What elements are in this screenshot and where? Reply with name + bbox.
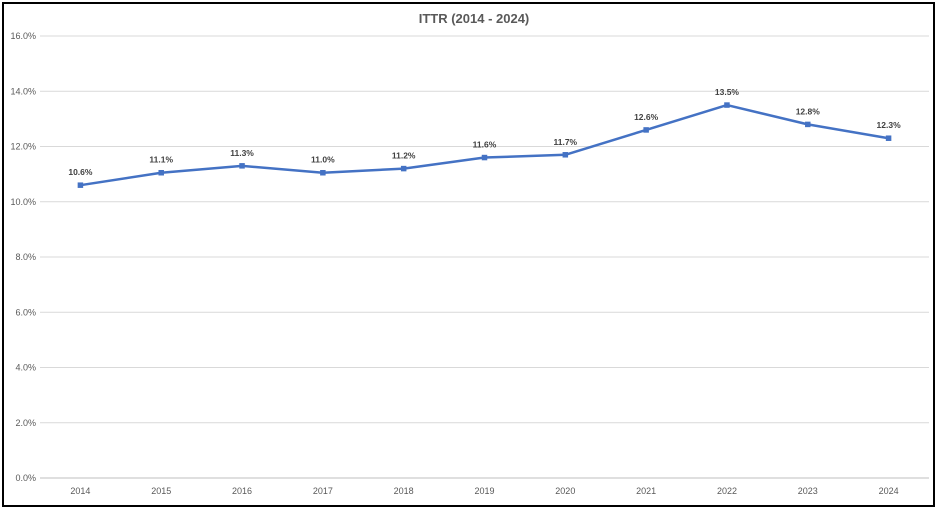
line-chart: ITTR (2014 - 2024) 0.0% 2.0% 4.0% 6.0% 8.0% 1…	[10, 11, 929, 496]
data-label: 11.1%	[149, 155, 173, 165]
data-point	[885, 135, 892, 141]
gridlines	[40, 35, 929, 479]
data-point	[805, 121, 811, 128]
x-tick-label: 2022	[717, 486, 737, 496]
data-label: 11.2%	[392, 151, 416, 161]
x-tick-label: 2024	[879, 486, 899, 496]
y-tick-label: 14.0%	[10, 86, 36, 96]
x-tick-label: 2020	[555, 486, 575, 496]
data-point	[77, 182, 84, 188]
y-tick-label: 6.0%	[15, 307, 36, 317]
chart-title: ITTR (2014 - 2024)	[419, 11, 530, 26]
y-tick-label: 16.0%	[10, 31, 36, 41]
data-label: 11.7%	[553, 137, 577, 147]
data-label: 12.6%	[634, 112, 659, 122]
data-point	[562, 152, 569, 158]
data-point	[481, 154, 488, 161]
x-tick-label: 2014	[70, 486, 90, 496]
data-point	[239, 163, 245, 169]
x-tick-label: 2018	[394, 486, 414, 496]
x-tick-label: 2015	[151, 486, 171, 496]
y-tick-label: 8.0%	[15, 252, 36, 262]
y-axis: 0.0% 2.0% 4.0% 6.0% 8.0% 10.0% 12.0% 14.0% 16.0%	[10, 31, 36, 483]
x-tick-label: 2021	[636, 486, 656, 496]
data-point	[400, 165, 407, 172]
x-tick-label: 2019	[474, 486, 494, 496]
y-tick-label: 10.0%	[10, 197, 36, 207]
data-label: 11.6%	[473, 140, 497, 150]
x-tick-label: 2017	[313, 486, 333, 496]
data-point	[320, 169, 326, 176]
data-point	[158, 169, 164, 176]
series: 10.6% 11.1% 11.3% 11.0% 11.2% 11.6% 11.7% 12.6%…	[68, 87, 901, 188]
y-tick-label: 0.0%	[15, 473, 36, 483]
x-tick-label: 2023	[798, 486, 818, 496]
data-label: 10.6%	[68, 167, 93, 177]
data-label: 13.5%	[715, 87, 740, 97]
data-label: 11.3%	[230, 148, 254, 158]
data-label: 12.3%	[877, 120, 902, 130]
x-axis: 2014 2015 2016 2017 2018 2019 2020 2021 2022 2023…	[70, 486, 898, 496]
data-label: 12.8%	[796, 106, 821, 116]
y-tick-label: 12.0%	[10, 142, 36, 152]
data-point	[724, 102, 730, 108]
y-tick-label: 2.0%	[15, 418, 36, 428]
data-point	[643, 127, 649, 133]
x-tick-label: 2016	[232, 486, 252, 496]
y-tick-label: 4.0%	[15, 363, 36, 373]
data-label: 11.0%	[311, 155, 335, 165]
